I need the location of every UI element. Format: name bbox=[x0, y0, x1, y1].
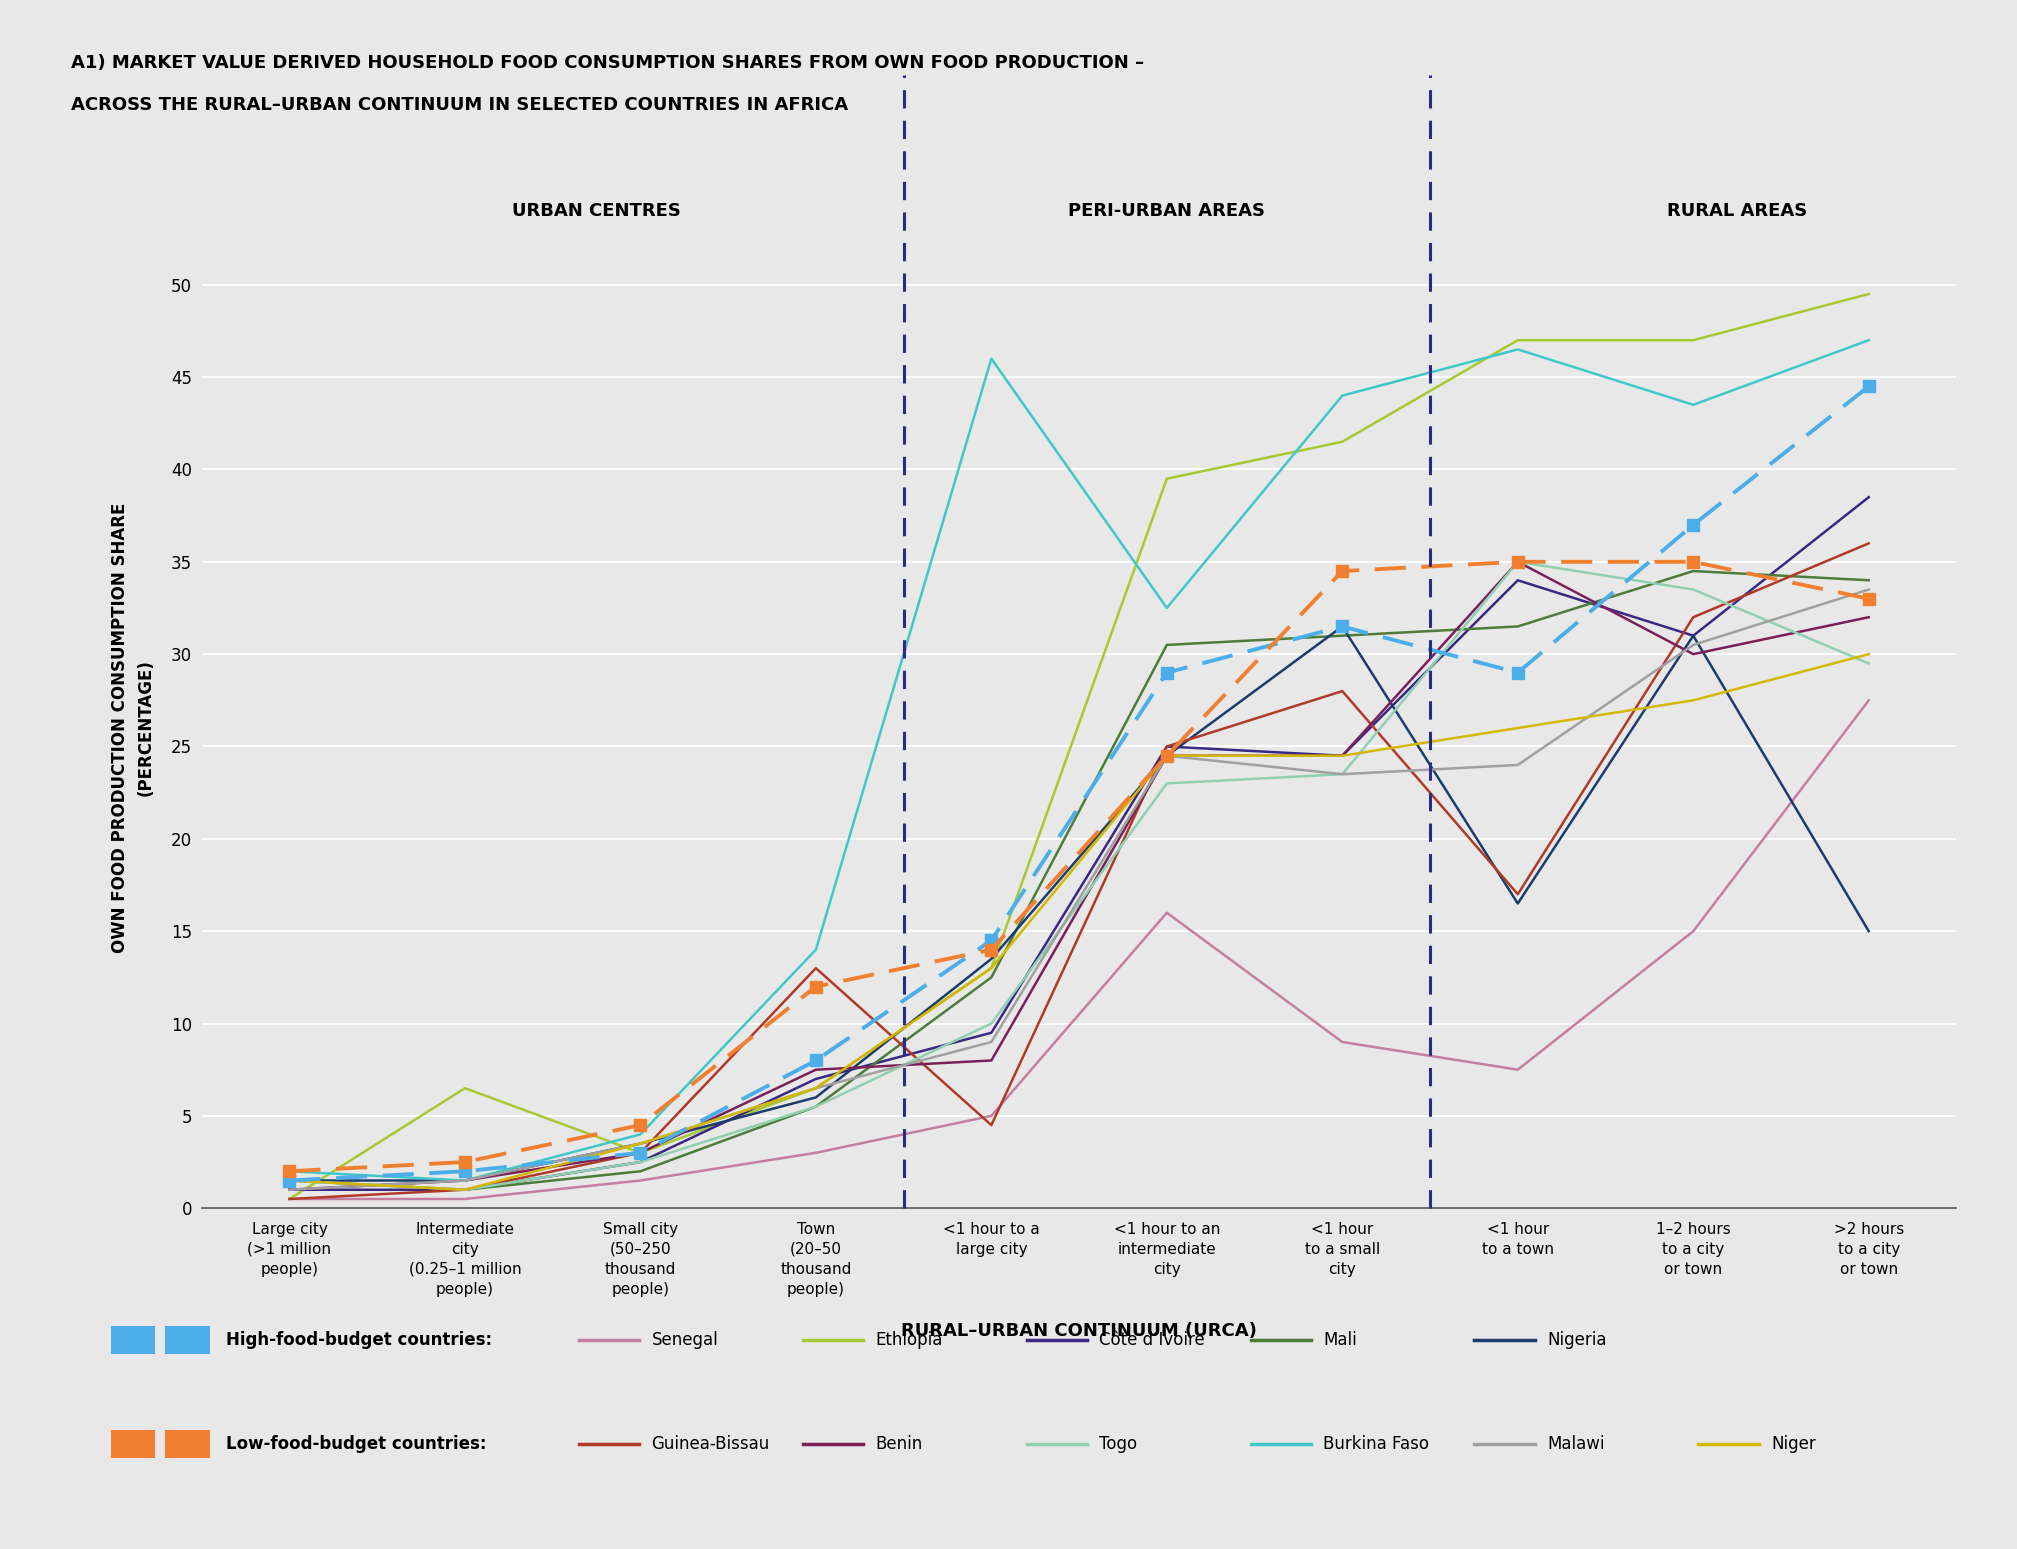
X-axis label: RURAL–URBAN CONTINUUM (URCA): RURAL–URBAN CONTINUUM (URCA) bbox=[902, 1321, 1257, 1340]
Text: High-food-budget countries:: High-food-budget countries: bbox=[226, 1331, 492, 1349]
Text: Guinea-Bissau: Guinea-Bissau bbox=[651, 1434, 770, 1453]
Text: Côte d’Ivoire: Côte d’Ivoire bbox=[1099, 1331, 1204, 1349]
Y-axis label: OWN FOOD PRODUCTION CONSUMPTION SHARE
(PERCENTAGE): OWN FOOD PRODUCTION CONSUMPTION SHARE (P… bbox=[111, 503, 153, 953]
Text: Niger: Niger bbox=[1771, 1434, 1815, 1453]
Text: ACROSS THE RURAL–URBAN CONTINUUM IN SELECTED COUNTRIES IN AFRICA: ACROSS THE RURAL–URBAN CONTINUUM IN SELE… bbox=[71, 96, 847, 115]
Text: Senegal: Senegal bbox=[651, 1331, 718, 1349]
Text: A1) MARKET VALUE DERIVED HOUSEHOLD FOOD CONSUMPTION SHARES FROM OWN FOOD PRODUCT: A1) MARKET VALUE DERIVED HOUSEHOLD FOOD … bbox=[71, 54, 1144, 73]
Text: Ethiopia: Ethiopia bbox=[875, 1331, 942, 1349]
Text: Malawi: Malawi bbox=[1547, 1434, 1606, 1453]
Text: Burkina Faso: Burkina Faso bbox=[1323, 1434, 1430, 1453]
Text: Mali: Mali bbox=[1323, 1331, 1357, 1349]
Text: RURAL AREAS: RURAL AREAS bbox=[1666, 201, 1807, 220]
Text: URBAN CENTRES: URBAN CENTRES bbox=[512, 201, 682, 220]
Text: Togo: Togo bbox=[1099, 1434, 1138, 1453]
Text: PERI-URBAN AREAS: PERI-URBAN AREAS bbox=[1069, 201, 1265, 220]
Text: Nigeria: Nigeria bbox=[1547, 1331, 1606, 1349]
Text: Benin: Benin bbox=[875, 1434, 922, 1453]
Text: Low-food-budget countries:: Low-food-budget countries: bbox=[226, 1434, 486, 1453]
